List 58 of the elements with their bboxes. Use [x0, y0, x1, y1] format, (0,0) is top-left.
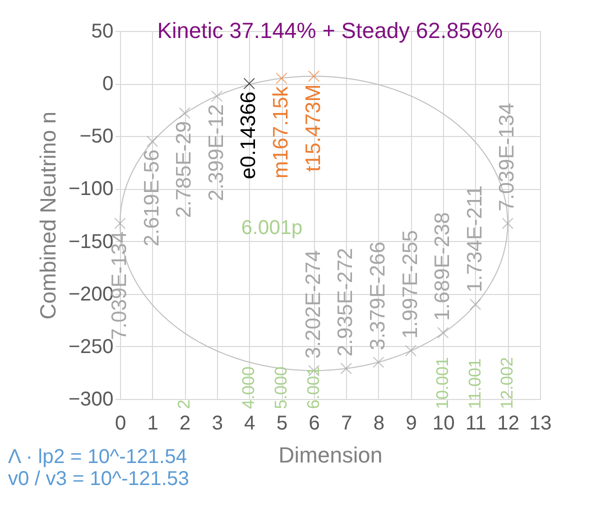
x-tick-label: 13	[529, 412, 552, 434]
point	[470, 298, 482, 310]
annotation: 1.689E-238	[431, 212, 454, 321]
x-tick-label: 7	[341, 412, 352, 434]
point	[502, 218, 514, 230]
text: 2	[174, 400, 194, 409]
point	[178, 107, 190, 119]
annotation: 3.202E-274	[302, 250, 325, 359]
x-tick-label: 3	[212, 412, 223, 434]
x-tick-label: 9	[406, 412, 417, 434]
annotation: 2.935E-272	[334, 248, 358, 357]
x-tick-label: 2	[180, 412, 191, 434]
annotation: 10.001	[433, 357, 452, 409]
annotation: 6.001p	[241, 216, 302, 239]
y-tick-label: 50	[91, 20, 114, 42]
point	[114, 218, 126, 230]
x-tick-label: 8	[373, 412, 385, 434]
point	[405, 344, 417, 356]
x-tick-label: 6	[308, 412, 320, 434]
point	[146, 136, 158, 148]
point	[276, 72, 288, 84]
text: v0 / v3 = 10^-121.53	[8, 468, 190, 490]
annotation: 2.399E-12	[204, 104, 228, 202]
annotation: 7.039E-134	[496, 102, 519, 212]
x-tick-label: 10	[432, 412, 455, 434]
y-tick-label: 0	[102, 73, 114, 96]
annotation: 11.001	[465, 358, 484, 409]
y-tick-label: −100	[68, 178, 114, 200]
annotation: e0.14366	[237, 92, 260, 180]
annotation: 2.619E-56	[140, 149, 164, 246]
point	[340, 362, 352, 374]
y-axis-title: Combined Neutrino n	[35, 112, 60, 320]
annotation: m167.15k	[270, 86, 293, 179]
annotation: 12.002	[498, 357, 517, 409]
y-tick-label: −250	[68, 336, 114, 358]
annotation: 4.000	[239, 366, 258, 409]
point	[243, 78, 255, 90]
annotation: 1.734E-211	[463, 185, 486, 292]
point	[308, 70, 320, 82]
x-tick-label: 12	[497, 412, 520, 434]
point	[372, 356, 384, 368]
annotation: 6.001	[304, 366, 323, 409]
x-tick-label: 5	[276, 412, 288, 434]
point	[211, 90, 223, 102]
x-tick-label: 1	[147, 412, 158, 434]
chart-title: Kinetic 37.144% + Steady 62.856%	[157, 18, 503, 43]
annotation: 3.379E-266	[366, 242, 390, 350]
x-tick-label: 11	[466, 412, 486, 434]
y-tick-label: −300	[68, 388, 114, 410]
x-axis-title: Dimension	[278, 442, 382, 468]
annotation: t15.473M	[302, 84, 325, 172]
x-tick-label: 4	[244, 412, 256, 434]
point	[437, 327, 449, 339]
annotation: 5.000	[272, 366, 291, 409]
annotation: 2.785E-29	[172, 121, 196, 218]
y-tick-label: −50	[80, 126, 114, 148]
text: Λ · lp2 = 10^-121.54	[8, 446, 187, 468]
annotation: 1.997E-255	[398, 230, 422, 339]
